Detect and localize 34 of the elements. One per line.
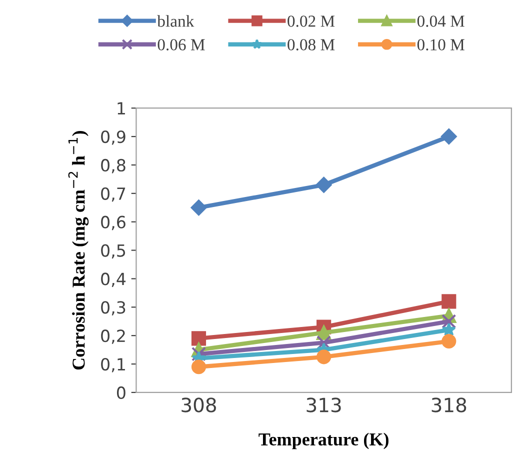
legend-label: 0.08 M <box>288 39 335 50</box>
legend-label: blank <box>157 15 194 27</box>
legend-label: 0.06 M <box>158 39 205 50</box>
y-tick-label: 0,5 <box>101 244 126 259</box>
y-tick-label: 0,4 <box>101 272 126 287</box>
y-tick-label: 0,2 <box>101 330 125 344</box>
point <box>442 294 456 309</box>
point <box>316 335 332 350</box>
x-tick-label: 313 <box>306 398 341 412</box>
point <box>442 334 456 349</box>
legend-label: 0.02 M <box>288 16 335 27</box>
x-axis-title: Temperature (K) <box>258 432 388 450</box>
legend-label: 0.10 M <box>417 39 464 50</box>
point <box>442 322 456 336</box>
x-tick-label: 308 <box>182 398 216 412</box>
point <box>191 346 206 362</box>
y-tick-label: 0 <box>116 386 126 400</box>
y-tick-label: 0,9 <box>101 130 126 145</box>
y-tick-label: 0,6 <box>101 216 126 230</box>
y-tick-label: 0,7 <box>101 187 126 202</box>
point <box>191 331 206 346</box>
legend-label: 0.04 M <box>417 16 464 27</box>
y-tick-label: 0,3 <box>101 301 126 316</box>
point <box>190 200 207 216</box>
y-tick-label: 1 <box>118 102 125 114</box>
point <box>316 176 332 193</box>
point <box>442 314 456 329</box>
x-tick-label: 318 <box>432 398 466 412</box>
point <box>316 350 332 364</box>
y-tick-label: 0,1 <box>101 358 125 372</box>
point <box>191 360 206 374</box>
y-tick-label: 0,8 <box>101 158 126 174</box>
point <box>440 128 457 144</box>
y-axis-title: Corrosion Rate (mg cm$^{−2}$ h$^{−1}$) <box>68 131 89 370</box>
